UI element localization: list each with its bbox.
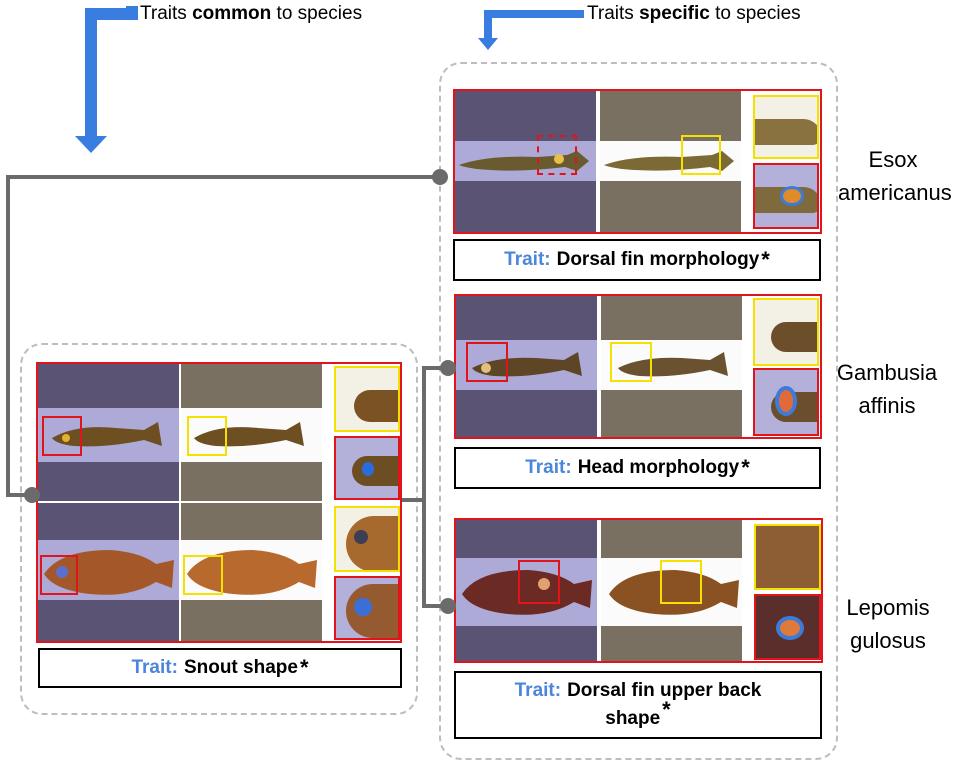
crop-image xyxy=(334,506,400,572)
crop-image xyxy=(334,366,400,432)
tree-branch-lepomis xyxy=(422,500,448,608)
species-genus: Gambusia xyxy=(836,360,938,385)
heatmap-crop-image xyxy=(753,163,819,229)
species-label-esox: Esox americanus xyxy=(838,143,952,209)
specific-traits-label: Traits specific to species xyxy=(587,3,801,25)
esox-fish-image xyxy=(459,151,589,171)
trait-line-1: Trait: Dorsal fin upper back xyxy=(515,677,762,705)
trait-prefix: Trait: xyxy=(504,249,551,271)
trait-name: Snout shape xyxy=(183,657,298,679)
esox-fish-image xyxy=(604,151,734,171)
trait-line-2: shape* xyxy=(605,698,670,733)
trait-name: Dorsal fin upper back xyxy=(567,680,762,702)
lepomis-image-panel xyxy=(454,518,823,663)
tree-node xyxy=(440,598,456,614)
common-bold: common xyxy=(192,3,272,24)
trait-name: Dorsal fin morphology xyxy=(556,249,760,271)
common-traits-group xyxy=(20,343,418,715)
esox-image-panel xyxy=(453,89,822,234)
gambusia-trait-label: Trait: Head morphology * xyxy=(454,447,821,489)
gambusia-fish-image xyxy=(52,422,162,447)
heatmap-crop-image xyxy=(334,576,400,640)
lepomis-fish-image xyxy=(187,550,317,595)
specific-arrow-icon xyxy=(478,10,584,50)
roi-box xyxy=(681,135,721,175)
gambusia-image-panel xyxy=(454,294,822,439)
roi-box xyxy=(187,416,227,456)
specific-traits-group xyxy=(439,62,838,760)
roi-box xyxy=(518,560,560,604)
roi-box xyxy=(40,555,78,595)
common-prefix: Traits xyxy=(140,3,193,24)
roi-box xyxy=(610,342,652,382)
common-trait-label: Trait: Snout shape * xyxy=(38,648,402,688)
specific-prefix: Traits xyxy=(587,3,640,24)
crop-image xyxy=(753,298,819,366)
lepomis-trait-label: Trait: Dorsal fin upper back shape* xyxy=(454,671,822,739)
species-epithet: americanus xyxy=(838,180,952,205)
gambusia-fish-image xyxy=(472,352,582,377)
heatmap-crop-image xyxy=(334,436,400,500)
common-image-panel xyxy=(36,362,402,643)
tree-branch-esox xyxy=(6,175,440,497)
crop-image xyxy=(753,95,819,159)
tree-node xyxy=(432,169,448,185)
species-label-lepomis: Lepomis gulosus xyxy=(838,591,938,657)
trait-prefix: Trait: xyxy=(131,657,178,679)
species-genus: Lepomis xyxy=(846,595,930,620)
crop-image xyxy=(754,524,821,590)
roi-box xyxy=(660,560,702,604)
trait-name: Head morphology xyxy=(577,457,740,479)
lepomis-fish-image xyxy=(609,570,739,615)
roi-box xyxy=(537,135,577,175)
gambusia-fish-image xyxy=(194,422,304,447)
trait-name: shape xyxy=(605,708,661,729)
roi-box xyxy=(183,555,223,595)
esox-trait-label: Trait: Dorsal fin morphology * xyxy=(453,239,821,281)
roi-box xyxy=(42,416,82,456)
common-traits-label: Traits common to species xyxy=(140,3,362,25)
species-genus: Esox xyxy=(868,147,918,172)
species-label-gambusia: Gambusia affinis xyxy=(832,356,942,422)
gambusia-fish-image xyxy=(618,352,728,377)
species-epithet: gulosus xyxy=(850,628,926,653)
tree-node xyxy=(440,360,456,376)
specific-suffix: to species xyxy=(709,3,801,24)
common-suffix: to species xyxy=(271,3,363,24)
significance-star: * xyxy=(662,696,671,722)
tree-node xyxy=(24,487,40,503)
trait-prefix: Trait: xyxy=(514,680,562,702)
common-arrow-icon xyxy=(75,6,138,153)
tree-branch-gambusia xyxy=(402,366,448,502)
heatmap-crop-image xyxy=(753,368,819,436)
roi-box xyxy=(466,342,508,382)
heatmap-crop-image xyxy=(754,594,821,660)
specific-bold: specific xyxy=(639,3,710,24)
trait-prefix: Trait: xyxy=(525,457,572,479)
species-epithet: affinis xyxy=(858,393,916,418)
